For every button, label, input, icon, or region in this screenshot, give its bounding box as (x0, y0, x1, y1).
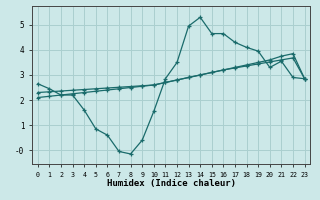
X-axis label: Humidex (Indice chaleur): Humidex (Indice chaleur) (107, 179, 236, 188)
